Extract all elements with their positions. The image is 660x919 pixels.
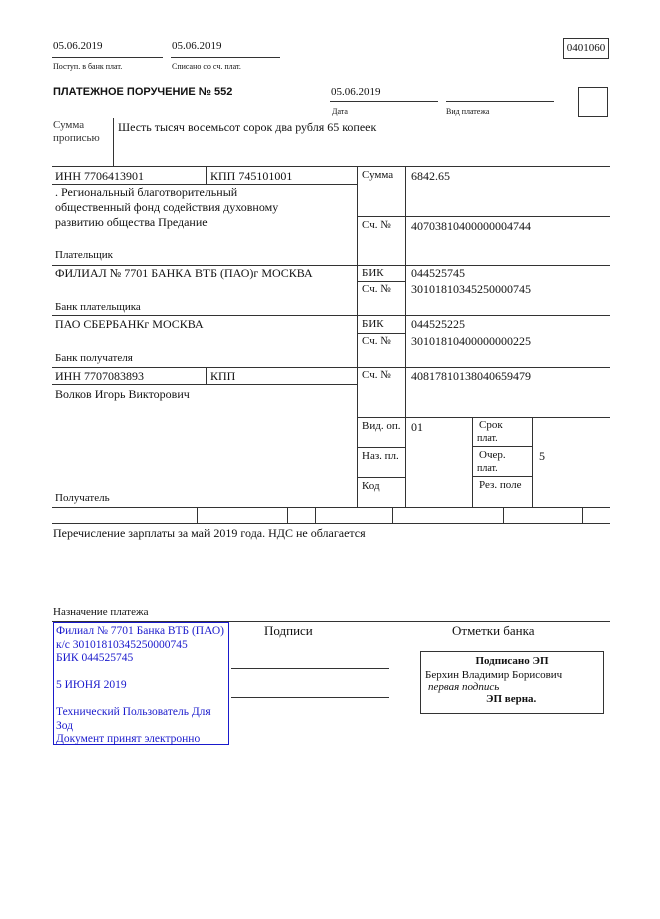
payer-bank-account: 30101810345250000745 xyxy=(411,282,531,296)
payer-name-2: общественный фонд содействия духовному xyxy=(55,200,279,214)
payer-label: Плательщик xyxy=(55,249,113,261)
payer-account-label: Сч. № xyxy=(362,219,391,231)
term-label: Срок xyxy=(479,419,503,431)
esign-role: первая подпись xyxy=(428,681,500,693)
payee-bank-name: ПАО СБЕРБАНКг МОСКВА xyxy=(55,317,204,331)
document-date: 05.06.2019 xyxy=(331,86,381,98)
form-code: 0401060 xyxy=(563,38,609,59)
payer-bank-bik: 044525745 xyxy=(411,266,465,280)
amount-words-label-2: прописью xyxy=(53,132,100,144)
date-label: Дата xyxy=(332,107,348,116)
priority-label: Очер. xyxy=(479,449,506,461)
op-type: 01 xyxy=(411,420,423,434)
stamp-line: 5 ИЮНЯ 2019 xyxy=(56,679,127,691)
amount-value: 6842.65 xyxy=(411,169,450,183)
payee-bank-account: 30101810400000000225 xyxy=(411,334,531,348)
payee-account: 40817810138040659479 xyxy=(411,369,531,383)
priority-label-2: плат. xyxy=(477,463,498,474)
payee-inn: ИНН 7707083893 xyxy=(55,369,144,383)
priority: 5 xyxy=(539,449,545,463)
stamp-line: БИК 044525745 xyxy=(56,652,134,664)
amount-words-label: Сумма xyxy=(53,119,85,131)
payer-inn: ИНН 7706413901 xyxy=(55,169,144,183)
payment-purpose: Перечисление зарплаты за май 2019 года. … xyxy=(53,526,366,540)
page-title: ПЛАТЕЖНОЕ ПОРУЧЕНИЕ № 552 xyxy=(53,86,233,98)
payer-name-1: . Региональный благотворительный xyxy=(55,185,238,199)
signatures-label: Подписи xyxy=(264,623,313,638)
esign-title: Подписано ЭП xyxy=(475,655,549,667)
stamp-line: Филиал № 7701 Банка ВТБ (ПАО) xyxy=(56,625,224,637)
payer-name-3: развитию общества Предание xyxy=(55,215,208,229)
status-box xyxy=(578,87,608,117)
payee-bank-account-label: Сч. № xyxy=(362,335,391,347)
stamp-line: к/с 30101810345250000745 xyxy=(56,638,188,651)
payee-kpp: КПП xyxy=(210,369,236,383)
stamp-line: Зод xyxy=(56,719,74,732)
stamp-line: Технический Пользователь Для xyxy=(56,706,211,718)
payer-bank-name: ФИЛИАЛ № 7701 БАНКА ВТБ (ПАО)г МОСКВА xyxy=(55,266,313,280)
esign-signer: Берхин Владимир Борисович xyxy=(425,669,563,681)
payer-bank-label: Банк плательщика xyxy=(55,301,141,313)
received-label: Поступ. в банк плат. xyxy=(53,62,123,71)
payment-type-label: Вид платежа xyxy=(446,107,490,116)
payee-name: Волков Игорь Викторович xyxy=(55,387,190,401)
amount-label: Сумма xyxy=(362,169,394,181)
purpose-code-label: Наз. пл. xyxy=(362,450,399,462)
received-date: 05.06.2019 xyxy=(53,40,103,52)
stamp-line: Документ принят электронно xyxy=(56,733,201,745)
reserve-label: Рез. поле xyxy=(479,479,522,491)
payment-purpose-label: Назначение платежа xyxy=(53,606,149,618)
payee-account-label: Сч. № xyxy=(362,369,391,381)
payee-label: Получатель xyxy=(55,492,110,504)
amount-words: Шесть тысяч восемьсот сорок два рубля 65… xyxy=(118,120,377,134)
code-label: Код xyxy=(362,480,380,492)
bank-stamp: Филиал № 7701 Банка ВТБ (ПАО) к/с 301018… xyxy=(53,622,229,745)
bank-marks-label: Отметки банка xyxy=(452,623,535,638)
payer-bank-bik-label: БИК xyxy=(362,267,384,279)
payer-bank-account-label: Сч. № xyxy=(362,283,391,295)
payee-bank-bik: 044525225 xyxy=(411,317,465,331)
term-label-2: плат. xyxy=(477,433,498,444)
payer-account: 40703810400000004744 xyxy=(411,219,531,233)
payee-bank-bik-label: БИК xyxy=(362,318,384,330)
debited-label: Списано со сч. плат. xyxy=(172,62,241,71)
payer-kpp: КПП 745101001 xyxy=(210,169,293,183)
debited-date: 05.06.2019 xyxy=(172,40,222,52)
esign-status: ЭП верна. xyxy=(486,693,537,705)
op-type-label: Вид. оп. xyxy=(362,420,401,432)
payee-bank-label: Банк получателя xyxy=(55,352,133,364)
esign-stamp: Подписано ЭП Берхин Владимир Борисович п… xyxy=(420,651,604,714)
